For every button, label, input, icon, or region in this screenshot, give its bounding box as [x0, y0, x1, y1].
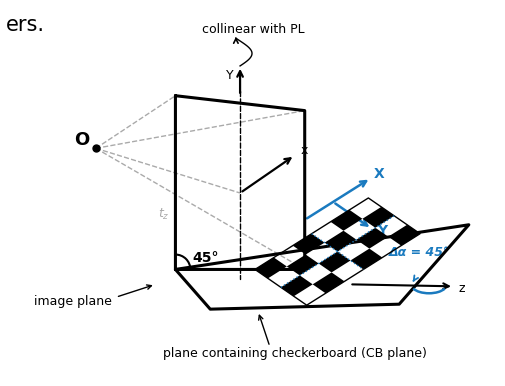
Polygon shape — [280, 275, 312, 296]
Text: ers.: ers. — [7, 15, 45, 35]
Text: x: x — [300, 144, 308, 157]
Polygon shape — [255, 257, 286, 278]
Polygon shape — [312, 273, 344, 293]
Polygon shape — [350, 249, 382, 269]
Polygon shape — [362, 207, 393, 228]
Text: plane containing checkerboard (CB plane): plane containing checkerboard (CB plane) — [163, 347, 426, 361]
Text: image plane: image plane — [34, 295, 112, 308]
Text: z: z — [458, 282, 464, 295]
Text: O: O — [74, 131, 89, 149]
Text: Y: Y — [226, 69, 233, 82]
Polygon shape — [318, 252, 350, 273]
Polygon shape — [356, 228, 387, 249]
Text: $t_z$: $t_z$ — [158, 207, 169, 222]
Polygon shape — [324, 231, 356, 252]
Text: 45°: 45° — [191, 251, 218, 264]
Polygon shape — [292, 234, 324, 254]
Polygon shape — [286, 254, 318, 275]
Polygon shape — [330, 210, 362, 231]
Polygon shape — [387, 225, 419, 245]
Text: Δα = 45°: Δα = 45° — [388, 246, 449, 259]
Text: Y: Y — [376, 224, 386, 238]
Text: X: X — [373, 167, 383, 181]
Text: collinear with PL: collinear with PL — [201, 23, 304, 36]
